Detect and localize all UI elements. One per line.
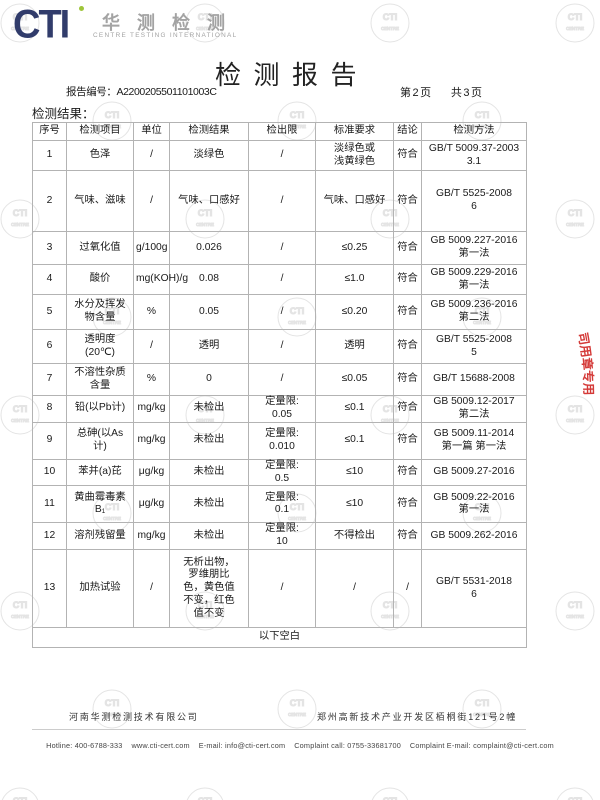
svg-text:名称有限公司用章专用: 名称有限公司用章专用 — [514, 308, 596, 396]
